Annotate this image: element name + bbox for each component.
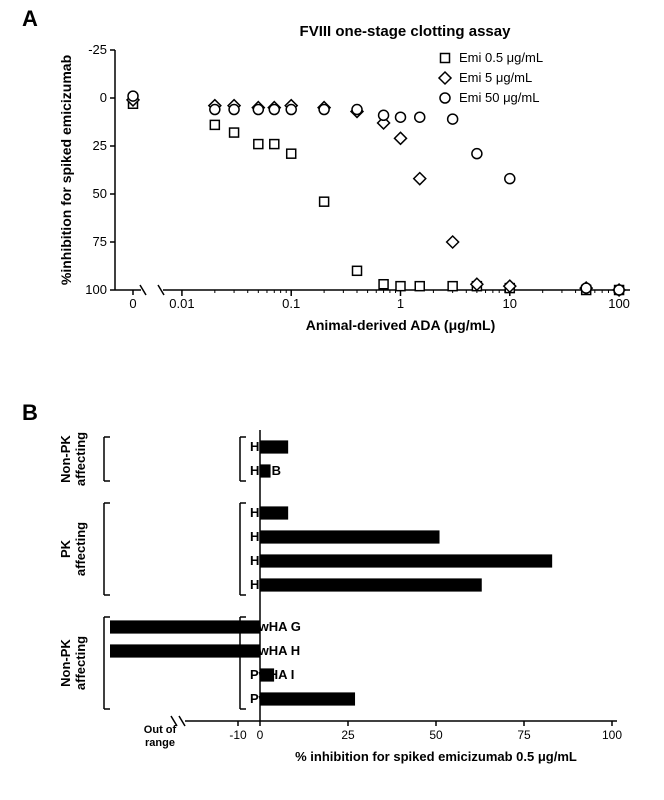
svg-text:Emi 50 μg/mL: Emi 50 μg/mL [459,90,539,105]
svg-text:0: 0 [257,728,264,742]
panel-a: FVIII one-stage clotting assay -25 0 25 50 75… [55,20,645,350]
svg-text:0: 0 [100,90,107,105]
panel-a-label: A [22,6,38,32]
svg-text:0.1: 0.1 [282,296,300,311]
svg-text:Non-PK: Non-PK [58,639,73,687]
svg-text:100: 100 [85,282,107,297]
svg-text:50: 50 [93,186,107,201]
svg-text:75: 75 [517,728,531,742]
svg-text:0: 0 [129,296,136,311]
svg-text:0.01: 0.01 [169,296,194,311]
scatter-chart: FVIII one-stage clotting assay -25 0 25 50 75… [55,20,645,350]
svg-text:25: 25 [341,728,355,742]
figure: A FVIII one-stage clotting assay -25 0 25 50… [0,0,664,800]
svg-text:affecting: affecting [73,636,88,690]
svg-text:Out of: Out of [144,724,177,736]
panel-b: -10 0 25 50 75 100 Out ofrange % inhibition for… [30,420,650,790]
svg-text:affecting: affecting [73,522,88,576]
svg-text:75: 75 [93,234,107,249]
svg-text:100: 100 [608,296,630,311]
svg-text:Non-PK: Non-PK [58,435,73,483]
svg-text:Emi 5 μg/mL: Emi 5 μg/mL [459,70,532,85]
svg-text:Animal-derived ADA (μg/mL): Animal-derived ADA (μg/mL) [306,317,496,333]
svg-text:% inhibition for spiked emiciz: % inhibition for spiked emicizumab 0.5 μ… [295,749,577,764]
svg-text:10: 10 [503,296,517,311]
svg-text:range: range [145,737,175,749]
svg-text:100: 100 [602,728,622,742]
svg-text:FVIII one-stage clotting assay: FVIII one-stage clotting assay [300,23,512,40]
svg-text:1: 1 [397,296,404,311]
svg-text:50: 50 [429,728,443,742]
svg-text:%inhibition for spiked emicizu: %inhibition for spiked emicizumab [58,55,74,285]
svg-text:affecting: affecting [73,432,88,486]
bar-chart: -10 0 25 50 75 100 Out ofrange % inhibition for… [30,420,650,790]
svg-text:-10: -10 [229,728,247,742]
svg-text:Emi 0.5 μg/mL: Emi 0.5 μg/mL [459,50,543,65]
svg-text:-25: -25 [88,42,107,57]
svg-text:PK: PK [58,539,73,558]
svg-text:25: 25 [93,138,107,153]
